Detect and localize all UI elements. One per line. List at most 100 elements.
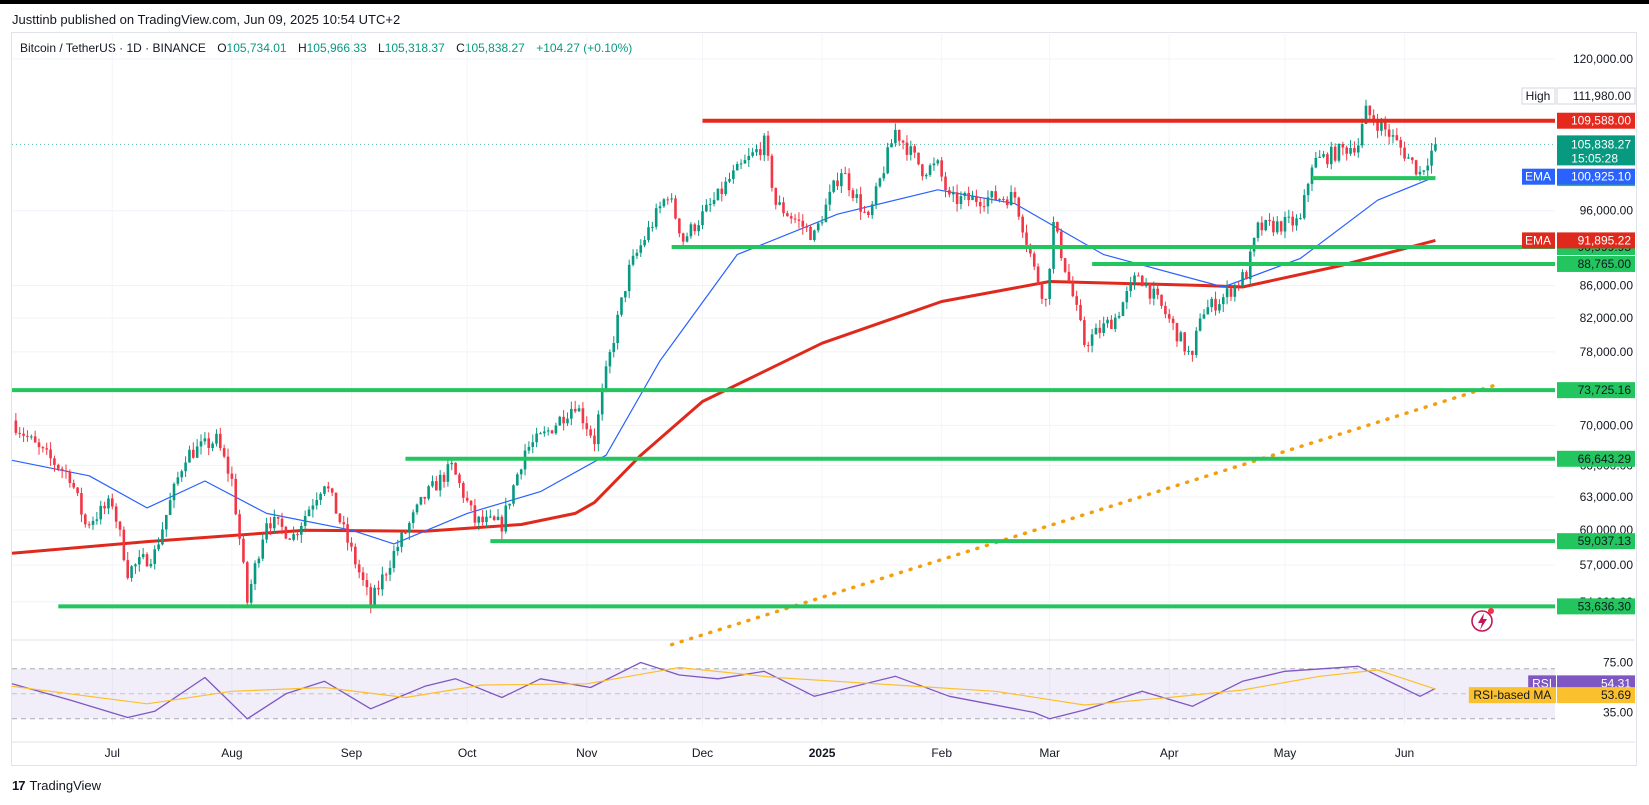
ema-value-label: 91,895.22 bbox=[1578, 233, 1632, 247]
candle-body bbox=[1090, 334, 1094, 346]
low-value: 105,318.37 bbox=[384, 41, 445, 55]
candle-body bbox=[573, 408, 577, 412]
last-price-label: 105,838.27 bbox=[1571, 137, 1631, 151]
candle-body bbox=[203, 438, 207, 442]
candle-body bbox=[1086, 345, 1090, 347]
candle-body bbox=[126, 560, 130, 578]
candle-body bbox=[751, 152, 754, 156]
candle-body bbox=[836, 180, 839, 187]
candle-body bbox=[921, 164, 924, 177]
rsi-tag-box bbox=[1468, 687, 1556, 704]
candle-body bbox=[226, 456, 230, 474]
candle-body bbox=[176, 477, 180, 484]
candle-body bbox=[215, 433, 218, 444]
candle-body bbox=[500, 516, 504, 532]
candle-body bbox=[319, 493, 322, 501]
candle-body bbox=[107, 498, 110, 509]
candle-body bbox=[828, 191, 832, 205]
level-price-box bbox=[1557, 382, 1635, 399]
candle-body bbox=[307, 509, 311, 517]
candle-body bbox=[971, 195, 974, 201]
candle-body bbox=[396, 546, 400, 552]
candle-body bbox=[701, 211, 704, 226]
level-price-box bbox=[1557, 450, 1635, 467]
candle-body bbox=[1326, 154, 1329, 165]
candle-body bbox=[840, 173, 843, 187]
candle-body bbox=[1295, 218, 1298, 226]
candle-body bbox=[261, 539, 265, 559]
level-price-box bbox=[1557, 255, 1635, 272]
candle-body bbox=[1025, 232, 1028, 245]
candle-body bbox=[1194, 330, 1198, 355]
candle-body bbox=[1125, 291, 1129, 303]
candle-body bbox=[789, 216, 793, 219]
candle-body bbox=[377, 587, 380, 590]
candle-body bbox=[859, 194, 862, 212]
ema-tag-label: EMA bbox=[1525, 233, 1551, 247]
candle-body bbox=[801, 220, 805, 227]
tradingview-logo[interactable]: 17 TradingView bbox=[12, 778, 101, 793]
candle-body bbox=[1229, 288, 1233, 297]
candle-body bbox=[246, 562, 249, 603]
candle-body bbox=[99, 505, 103, 520]
candle-body bbox=[427, 486, 430, 499]
candle-body bbox=[1002, 198, 1005, 200]
candle-body bbox=[1302, 195, 1306, 219]
candle-body bbox=[1337, 144, 1341, 161]
candle-body bbox=[1032, 253, 1036, 267]
candle-body bbox=[570, 408, 573, 419]
candle-body bbox=[323, 486, 326, 494]
candle-body bbox=[1233, 284, 1237, 297]
candle-body bbox=[975, 195, 978, 203]
candle-body bbox=[512, 485, 515, 504]
candle-body bbox=[207, 438, 211, 448]
candle-body bbox=[489, 516, 492, 518]
candle-body bbox=[184, 462, 187, 472]
tradingview-brand: TradingView bbox=[29, 778, 102, 793]
candle-body bbox=[257, 558, 261, 564]
time-tick-label: 2025 bbox=[809, 746, 836, 760]
symbol-legend[interactable]: Bitcoin / TetherUS · 1D · BINANCE O105,7… bbox=[20, 41, 632, 55]
candle-body bbox=[41, 447, 45, 449]
candle-body bbox=[134, 564, 137, 567]
trendline-group[interactable] bbox=[669, 384, 1496, 647]
candle-body bbox=[1341, 144, 1345, 148]
candle-body bbox=[589, 429, 592, 436]
candle-body bbox=[1403, 147, 1406, 159]
candle-body bbox=[91, 520, 95, 525]
candle-body bbox=[29, 436, 33, 438]
candle-body bbox=[851, 190, 855, 199]
candle-body bbox=[678, 218, 681, 234]
candle-body bbox=[724, 181, 727, 195]
candle-body bbox=[330, 488, 334, 493]
candle-body bbox=[365, 580, 369, 588]
candle-body bbox=[1391, 135, 1395, 137]
high-tag-box bbox=[1521, 87, 1556, 105]
candle-body bbox=[1013, 191, 1017, 198]
time-tick-label: Sep bbox=[341, 746, 363, 760]
candle-body bbox=[577, 408, 581, 412]
symbol-name[interactable]: Bitcoin / TetherUS · 1D · BINANCE bbox=[20, 41, 206, 55]
time-tick-label: Jun bbox=[1395, 746, 1414, 760]
candle-body bbox=[697, 225, 700, 232]
candle-body bbox=[211, 443, 214, 448]
candle-body bbox=[1113, 317, 1117, 329]
candle-body bbox=[141, 554, 145, 558]
candle-body bbox=[624, 291, 627, 298]
candle-body bbox=[408, 523, 411, 533]
candle-body bbox=[1202, 314, 1206, 319]
candle-body bbox=[446, 464, 450, 482]
candle-body bbox=[1414, 160, 1418, 175]
candle-body bbox=[1183, 332, 1186, 352]
candle-body bbox=[1245, 272, 1248, 280]
candle-body bbox=[593, 435, 596, 445]
candle-body bbox=[616, 314, 619, 343]
candle-body bbox=[832, 180, 835, 192]
level-price-label: 66,643.29 bbox=[1578, 452, 1632, 466]
candle-body bbox=[95, 519, 99, 521]
alert-icon[interactable] bbox=[1471, 608, 1494, 632]
candle-body bbox=[1310, 167, 1314, 184]
time-tick-label: Mar bbox=[1039, 746, 1060, 760]
levels-group[interactable] bbox=[12, 118, 1555, 609]
